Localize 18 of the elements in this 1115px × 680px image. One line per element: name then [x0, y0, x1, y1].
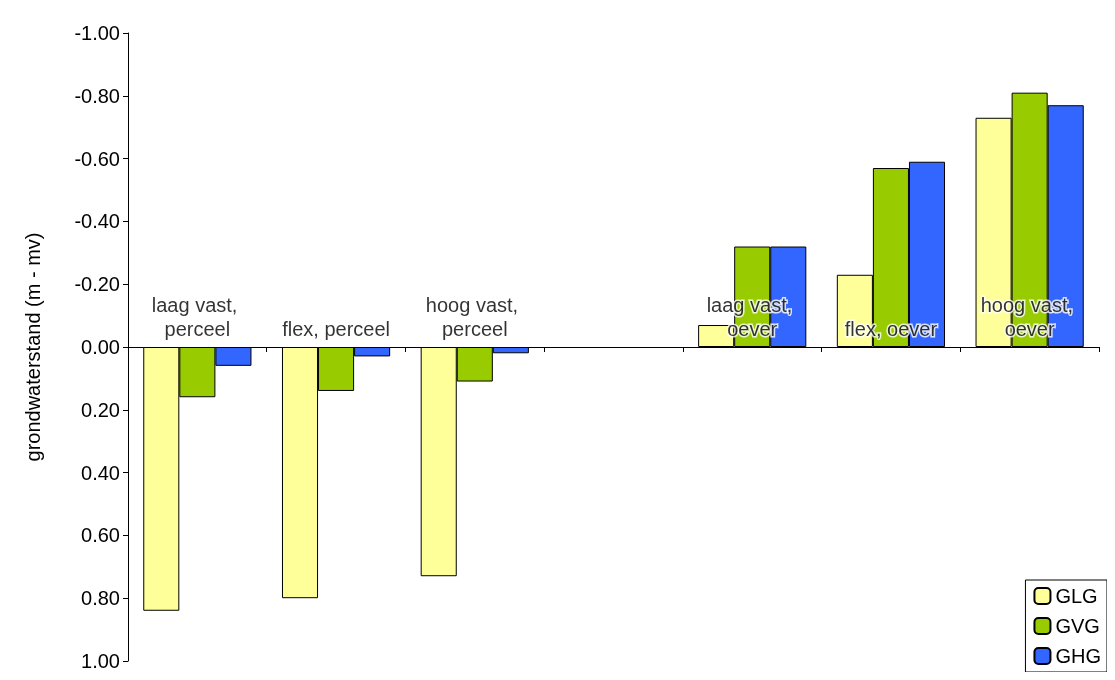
legend-label: GHG	[1055, 645, 1102, 667]
legend-label: GLG	[1055, 585, 1098, 607]
legend-label: GVG	[1055, 615, 1100, 637]
y-tick-label: -1.00	[74, 22, 120, 44]
y-tick-label: -0.20	[74, 273, 120, 296]
x-tick-label: flex, perceel	[282, 318, 390, 340]
y-tick-label: 0.80	[81, 587, 120, 610]
y-tick-label: 0.20	[81, 398, 120, 421]
y-tick-label: 0.40	[81, 461, 120, 484]
y-tick-label: -0.40	[74, 210, 120, 233]
y-tick-label: -0.80	[74, 84, 120, 107]
y-tick-label: -0.60	[74, 147, 120, 170]
y-tick-label: 0.00	[81, 336, 120, 358]
y-tick-label: 1.00	[81, 650, 120, 672]
x-tick-label: laag vast, perceel	[151, 294, 243, 340]
y-tick-label: 0.60	[81, 524, 120, 547]
y-axis-title: grondwaterstand (m - mv)	[22, 232, 44, 462]
x-tick-label: hoog vast, perceel	[425, 294, 524, 340]
